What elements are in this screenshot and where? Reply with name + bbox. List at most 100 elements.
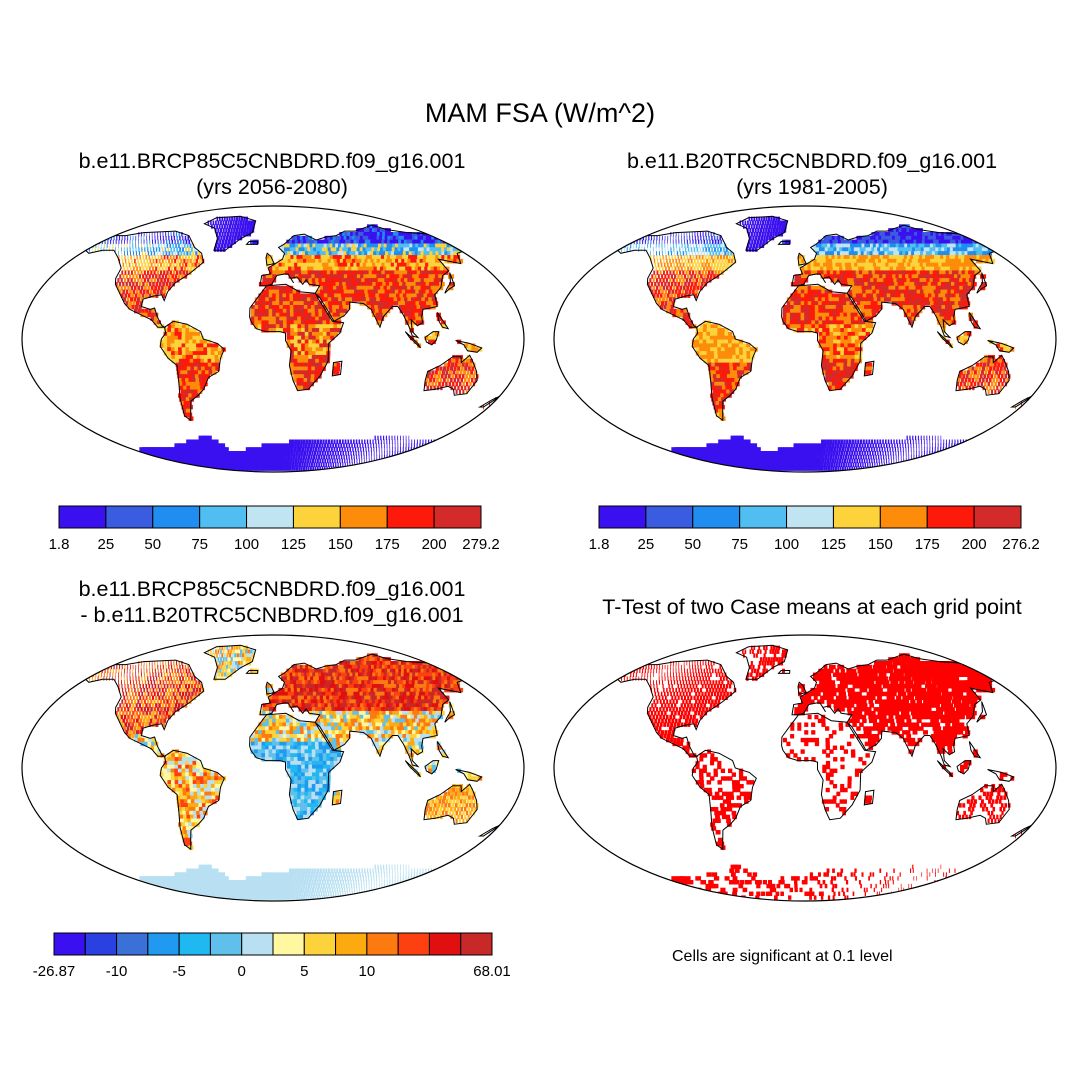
map-cell: [650, 239, 652, 245]
map-cell: [853, 278, 859, 283]
map-cell: [180, 374, 186, 379]
map-cell: [334, 293, 339, 298]
map-cell: [135, 301, 140, 306]
map-cell: [952, 285, 959, 291]
map-cell: [302, 258, 308, 264]
map-cell: [115, 243, 117, 248]
map-cell: [692, 235, 694, 241]
map-cell: [412, 262, 419, 268]
map-cell: [837, 235, 842, 241]
map-cell: [884, 281, 890, 287]
map-cell: [693, 266, 696, 272]
map-cell: [681, 258, 684, 264]
map-cell: [447, 235, 455, 241]
map-cell: [833, 274, 838, 279]
map-cell: [356, 255, 362, 260]
map-cell: [166, 262, 169, 268]
map-cell: [852, 270, 857, 275]
map-cell: [755, 243, 759, 248]
map-cell: [210, 343, 215, 348]
map-cell: [937, 289, 943, 295]
map-cell: [350, 289, 356, 295]
map-cell: [675, 270, 678, 275]
map-cell: [307, 443, 311, 448]
map-cell: [816, 262, 821, 268]
map-cell: [811, 293, 816, 298]
coastline: [331, 360, 343, 377]
map-cell: [976, 235, 985, 241]
map-cell: [892, 243, 899, 248]
map-cell: [434, 262, 441, 268]
map-cell: [470, 370, 474, 375]
map-cell: [862, 270, 867, 275]
map-cell: [409, 262, 416, 268]
map-cell: [290, 255, 295, 260]
map-cell: [266, 258, 270, 264]
map-cell: [444, 454, 448, 460]
map-cell: [318, 462, 320, 467]
map-cell: [625, 239, 627, 245]
map-cell: [118, 239, 120, 245]
map-cell: [828, 308, 834, 314]
map-cell: [705, 278, 709, 283]
map-cell: [939, 285, 945, 291]
map-cell: [174, 339, 179, 345]
panel-title-tr-line2: (yrs 1981-2005): [736, 175, 888, 199]
map-cell: [405, 439, 407, 444]
map-cell: [301, 270, 306, 275]
map-cell: [297, 266, 302, 272]
map-cell: [378, 281, 385, 287]
map-cell: [249, 224, 253, 229]
map-cell: [865, 258, 871, 264]
map-cell: [411, 443, 413, 448]
map-cell: [209, 462, 215, 467]
map-cell: [331, 262, 337, 268]
map-cell: [272, 466, 276, 471]
map-cell: [268, 293, 273, 298]
map-cell: [434, 370, 438, 375]
map-cell: [189, 328, 194, 333]
map-cell: [347, 239, 353, 245]
map-cell: [786, 297, 791, 302]
map-cell: [671, 289, 675, 295]
map-cell: [408, 289, 414, 295]
map-cell: [258, 293, 263, 298]
map-cell: [884, 258, 890, 264]
map-cell: [436, 270, 443, 275]
map-cell: [310, 381, 314, 387]
map-cell: [710, 232, 712, 237]
map-cell: [283, 243, 288, 248]
map-cell: [870, 235, 875, 241]
map-cell: [296, 443, 300, 448]
map-cell: [862, 247, 868, 252]
map-cell: [620, 247, 622, 252]
map-cell: [187, 412, 193, 418]
map-cell: [433, 458, 436, 464]
map-cell: [188, 239, 191, 245]
map-cell: [899, 258, 905, 264]
map-cell: [694, 251, 697, 256]
map-cell: [280, 451, 284, 456]
map-cell: [430, 458, 434, 464]
map-cell: [371, 255, 378, 260]
map-cell: [423, 293, 429, 298]
map-cell: [304, 270, 309, 275]
map-cell: [923, 270, 929, 275]
map-cell: [345, 301, 351, 306]
map-cell: [653, 239, 655, 245]
map-cell: [135, 454, 142, 460]
map-cell: [183, 366, 188, 371]
map-cell: [177, 258, 180, 264]
map-cell: [807, 262, 812, 268]
map-cell: [174, 328, 179, 333]
map-cell: [176, 466, 182, 471]
map-cell: [833, 247, 838, 252]
map-cell: [754, 247, 758, 252]
map-cell: [901, 285, 907, 291]
map-cell: [192, 381, 198, 387]
map-cell: [865, 239, 871, 245]
map-cell: [902, 305, 908, 310]
map-cell: [374, 308, 380, 314]
map-cell: [402, 447, 404, 452]
map-cell: [275, 328, 281, 333]
